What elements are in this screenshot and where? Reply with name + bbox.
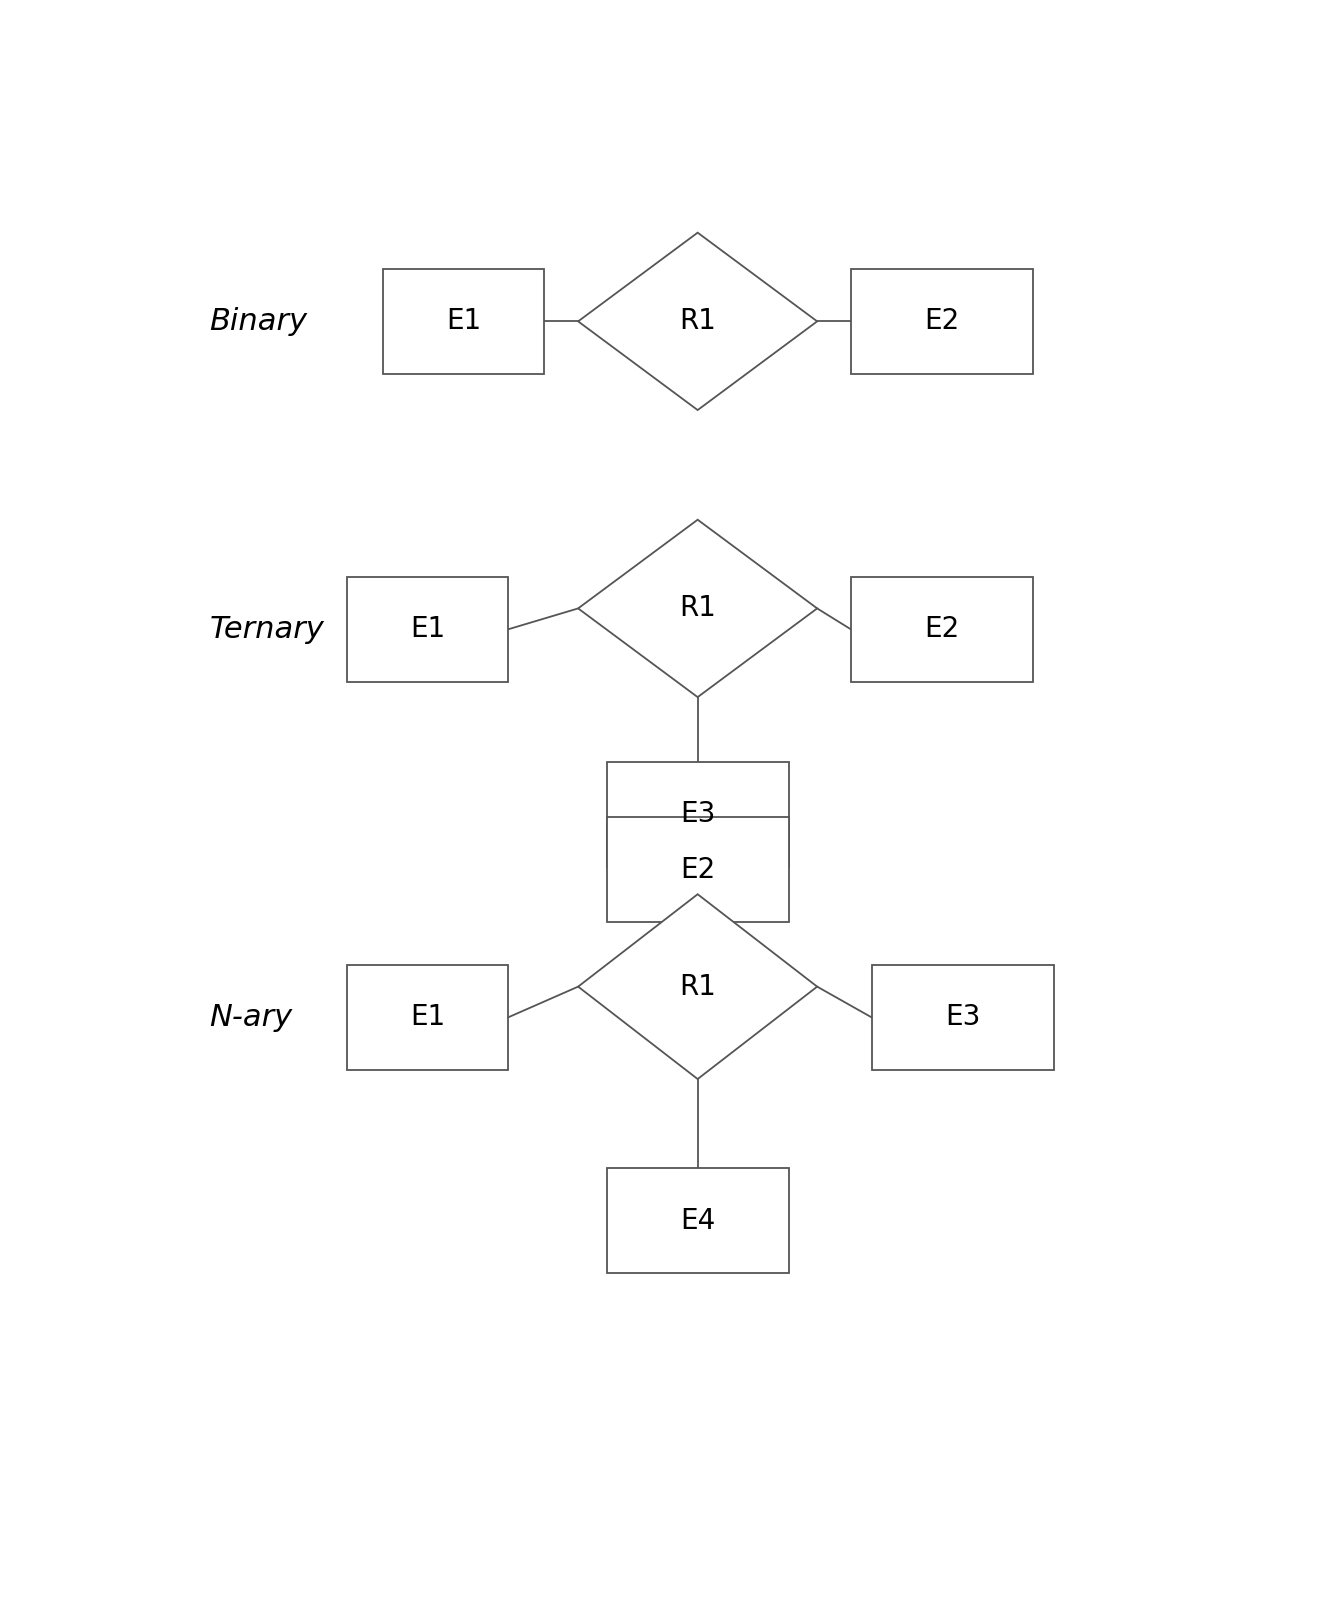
FancyBboxPatch shape <box>872 965 1054 1070</box>
Text: E1: E1 <box>447 307 481 336</box>
Text: Binary: Binary <box>209 307 307 336</box>
FancyBboxPatch shape <box>852 578 1033 682</box>
Text: E2: E2 <box>680 856 715 883</box>
Text: E3: E3 <box>945 1003 980 1032</box>
Text: R1: R1 <box>680 595 716 622</box>
FancyBboxPatch shape <box>606 762 789 867</box>
Text: R1: R1 <box>680 973 716 1000</box>
Text: E2: E2 <box>924 616 960 643</box>
FancyBboxPatch shape <box>606 818 789 922</box>
FancyBboxPatch shape <box>384 269 544 374</box>
Polygon shape <box>578 520 817 698</box>
Text: Ternary: Ternary <box>209 614 325 643</box>
Text: N-ary: N-ary <box>209 1003 292 1032</box>
Polygon shape <box>578 894 817 1078</box>
Text: R1: R1 <box>680 307 716 336</box>
Text: E4: E4 <box>680 1206 715 1235</box>
Text: E3: E3 <box>680 800 715 829</box>
Polygon shape <box>578 232 817 410</box>
FancyBboxPatch shape <box>852 269 1033 374</box>
Text: E1: E1 <box>410 1003 445 1032</box>
FancyBboxPatch shape <box>606 1168 789 1274</box>
FancyBboxPatch shape <box>347 578 508 682</box>
Text: E1: E1 <box>410 616 445 643</box>
FancyBboxPatch shape <box>347 965 508 1070</box>
Text: E2: E2 <box>924 307 960 336</box>
